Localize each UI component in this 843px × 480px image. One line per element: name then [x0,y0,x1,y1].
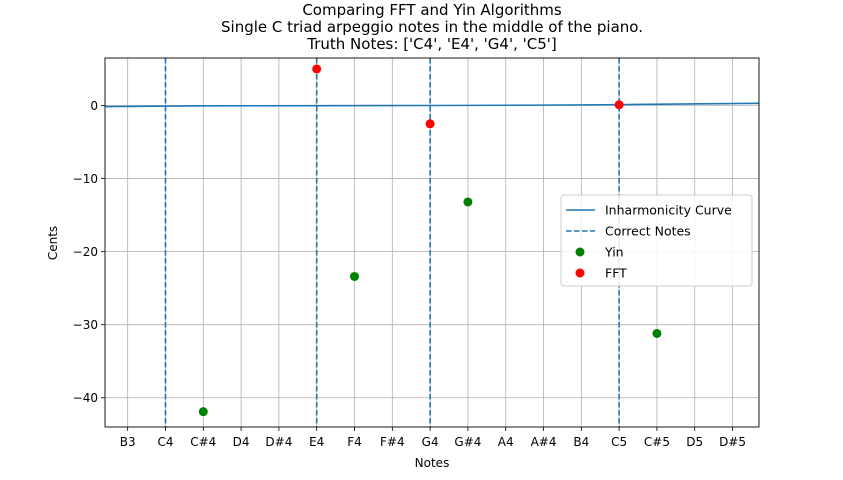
yin-point-gsharp4 [463,197,473,207]
x-tick-label: C5 [611,435,627,449]
x-axis-label: Notes [415,456,450,470]
data-points [198,64,662,417]
x-tick-label: F4 [347,435,362,449]
legend-swatch-fft [575,268,585,278]
y-tick-label: −10 [73,172,98,186]
plot-frame [104,57,760,428]
y-axis-label: Cents [46,226,60,260]
x-tick-label: C#4 [190,435,216,449]
x-tick-label: D4 [233,435,250,449]
y-tick-label: −20 [73,245,98,259]
x-tick-label: B4 [573,435,589,449]
chart-subtitle-truth-notes: Truth Notes: ['C4', 'E4', 'G4', 'C5'] [306,35,556,53]
legend-box [560,194,753,287]
chart-title: Comparing FFT and Yin Algorithms [302,1,562,19]
x-tick-label: C4 [157,435,173,449]
legend-label-correct-notes: Correct Notes [605,224,691,239]
y-tick-label: 0 [90,99,98,113]
legend-label-fft: FFT [605,266,627,281]
y-tick-label: −40 [73,391,98,405]
chart-subtitle: Single C triad arpeggio notes in the mid… [221,18,643,36]
fft-point-c5 [614,100,624,110]
x-tick-label: D#5 [719,435,746,449]
fft-point-g4 [425,119,435,129]
x-tick-label: D5 [686,435,703,449]
legend-label-yin: Yin [604,245,624,260]
x-tick-label: G4 [422,435,439,449]
x-tick-label: B3 [120,435,136,449]
yin-point-csharp4 [198,407,208,417]
yin-point-csharp5 [652,328,662,338]
fft-point-e4 [312,64,322,74]
y-axis-ticks: 0 −10 −20 −30 −40 [73,99,105,405]
x-tick-label: A4 [498,435,514,449]
x-tick-label: F#4 [380,435,405,449]
x-tick-label: G#4 [454,435,481,449]
legend-swatch-yin [575,247,585,257]
legend: Inharmonicity Curve Correct Notes Yin FF… [560,194,753,287]
x-tick-label: C#5 [644,435,670,449]
legend-label-inharmonicity-curve: Inharmonicity Curve [605,203,732,218]
x-tick-label: A#4 [531,435,557,449]
y-tick-label: −30 [73,318,98,332]
x-axis-ticks: B3 C4 C#4 D4 D#4 E4 F4 F#4 G4 G#4 A4 A#4 B4 C5 C#5 D5 D#… [120,427,746,449]
x-tick-label: D#4 [265,435,292,449]
x-tick-label: E4 [309,435,324,449]
yin-point-f4 [350,271,360,281]
